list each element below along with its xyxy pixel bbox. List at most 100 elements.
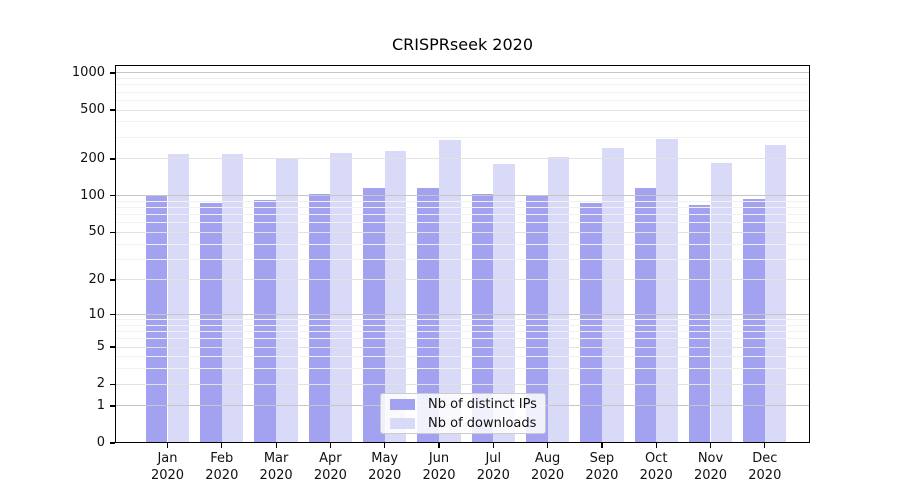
legend-row: Nb of distinct IPs (390, 396, 537, 412)
x-tick-label-feb: Feb 2020 (192, 450, 252, 484)
gridline-200 (115, 158, 810, 160)
gridline-7 (115, 331, 810, 333)
x-tick-month: Apr (319, 451, 342, 466)
x-tick-year: 2020 (313, 468, 347, 483)
gridline-300 (115, 136, 810, 138)
gridline-2 (115, 383, 810, 385)
x-tick-label-jan: Jan 2020 (138, 450, 198, 484)
gridline-60 (115, 222, 810, 224)
x-tick-mark (492, 443, 494, 448)
x-tick-year: 2020 (422, 468, 456, 483)
x-tick-mark (166, 443, 169, 448)
bar-downloads-apr (330, 153, 353, 443)
x-tick-label-aug: Aug 2020 (518, 450, 578, 484)
y-tick-mark (110, 72, 115, 74)
y-tick-mark (110, 442, 115, 444)
bar-distinct-ips-feb (200, 203, 222, 443)
gridline-20 (115, 279, 810, 281)
bar-downloads-nov (710, 163, 733, 443)
y-tick-label: 5 (96, 339, 105, 354)
y-tick-label: 2 (96, 376, 105, 392)
gridline-90 (115, 200, 810, 202)
x-tick-month: Jan (157, 451, 178, 466)
bar-distinct-ips-apr (308, 193, 331, 443)
x-tick-year: 2020 (368, 468, 402, 483)
bar-distinct-ips-jul (471, 193, 494, 443)
y-tick-label: 200 (80, 150, 105, 166)
y-tick-mark (110, 314, 115, 316)
x-tick-month: Oct (644, 451, 668, 466)
chart-title: CRISPRseek 2020 (391, 35, 534, 54)
gridline-80 (115, 207, 810, 209)
bar-downloads-aug (547, 157, 570, 443)
gridline-600 (115, 99, 810, 101)
bar-distinct-ips-sep (580, 203, 602, 443)
bar-distinct-ips-dec (743, 199, 765, 443)
x-tick-mark (438, 443, 440, 448)
y-tick-label: 0 (96, 435, 105, 450)
gridline-4 (115, 356, 810, 358)
gridline-100 (115, 195, 810, 197)
legend-label-distinct-ips: Nb of distinct IPs (428, 396, 537, 412)
x-tick-label-dec: Dec 2020 (735, 450, 795, 484)
gridline-700 (115, 91, 810, 93)
bar-downloads-mar (276, 158, 298, 443)
x-tick-mark (329, 443, 332, 448)
x-tick-month: May (371, 451, 399, 466)
gridline-8 (115, 324, 810, 326)
bar-downloads-jan (167, 154, 190, 443)
x-tick-label-jul: Jul 2020 (463, 450, 523, 484)
x-tick-month: Aug (534, 451, 561, 466)
legend-swatch-downloads (390, 417, 415, 429)
x-tick-label-nov: Nov 2020 (681, 450, 741, 484)
x-tick-year: 2020 (748, 468, 782, 483)
x-tick-label-mar: Mar 2020 (246, 450, 306, 484)
gridline-40 (115, 243, 810, 245)
x-tick-mark (655, 443, 657, 448)
x-tick-mark (384, 443, 386, 448)
bar-distinct-ips-oct (634, 187, 657, 443)
y-tick-label: 1000 (71, 64, 105, 80)
gridline-30 (115, 258, 810, 260)
x-tick-year: 2020 (259, 468, 293, 483)
gridline-900 (115, 78, 810, 80)
gridline-5 (115, 346, 810, 348)
gridline-9 (115, 319, 810, 321)
x-tick-year: 2020 (150, 468, 185, 483)
y-tick-label: 500 (80, 102, 105, 117)
gridline-70 (115, 214, 810, 216)
x-tick-month: Dec (752, 451, 778, 466)
bar-downloads-jul (493, 163, 515, 443)
x-tick-mark (275, 443, 277, 448)
y-tick-mark (110, 109, 115, 111)
x-tick-month: Sep (589, 451, 615, 466)
x-tick-mark (764, 443, 766, 448)
y-tick-mark (110, 231, 115, 234)
bar-downloads-may (384, 151, 407, 443)
legend-row: Nb of downloads (390, 416, 536, 431)
x-tick-label-jun: Jun 2020 (409, 450, 469, 484)
gridline-3 (115, 368, 810, 370)
y-tick-mark (110, 195, 115, 197)
bar-distinct-ips-nov (688, 205, 711, 443)
x-tick-month: Mar (263, 451, 289, 466)
x-tick-label-oct: Oct 2020 (626, 450, 686, 484)
x-tick-month: Nov (697, 451, 724, 466)
bar-downloads-feb (221, 153, 244, 443)
y-tick-label: 50 (88, 224, 105, 240)
x-tick-year: 2020 (639, 468, 673, 483)
x-tick-year: 2020 (585, 468, 619, 483)
x-tick-year: 2020 (531, 468, 565, 483)
bar-distinct-ips-jun (417, 187, 439, 443)
legend: Nb of distinct IPs Nb of downloads (380, 393, 546, 434)
y-tick-label: 100 (80, 187, 105, 203)
x-tick-mark (547, 443, 549, 448)
gridline-50 (115, 231, 810, 233)
bar-distinct-ips-may (363, 188, 385, 443)
y-tick-mark (110, 405, 115, 407)
bar-downloads-sep (601, 148, 624, 443)
bar-distinct-ips-mar (254, 199, 277, 443)
x-tick-mark (601, 443, 603, 448)
y-tick-mark (110, 158, 115, 160)
